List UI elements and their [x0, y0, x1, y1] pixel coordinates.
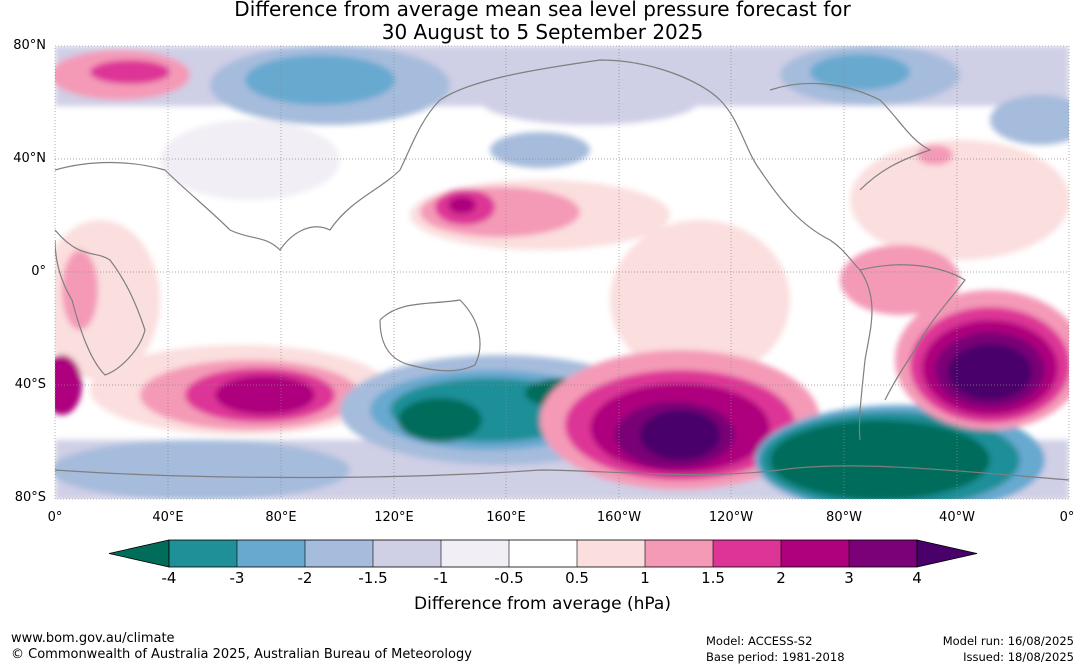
- colorbar-swatch: [849, 540, 917, 567]
- colorbar-tick-label: -2: [297, 569, 313, 587]
- lon-label-40e: 40°E: [152, 510, 184, 525]
- coastlines: [55, 59, 1069, 481]
- lon-label-0-east: 0°: [1059, 510, 1075, 525]
- colorbar-swatch: [237, 540, 305, 567]
- colorbar-tick-label: 1: [640, 569, 650, 587]
- map-title-line2: 30 August to 5 September 2025: [381, 20, 704, 44]
- colorbar-swatch: [509, 540, 577, 567]
- lat-label-40s: 40°S: [14, 377, 46, 392]
- graticule: [55, 46, 1069, 499]
- colorbar-swatch: [577, 540, 645, 567]
- colorbar-swatch: [645, 540, 713, 567]
- colorbar-tick-label: 0.5: [565, 569, 589, 587]
- colorbar-low-arrow: [108, 539, 170, 568]
- lon-label-80e: 80°E: [265, 510, 297, 525]
- footer-model: Model: ACCESS-S2: [706, 634, 813, 648]
- colorbar-tick-label: -0.5: [494, 569, 524, 587]
- colorbar-tick-label: 4: [912, 569, 922, 587]
- colorbar-swatch: [305, 540, 373, 567]
- colorbar-high-arrow: [916, 539, 978, 568]
- footer-issued: Issued: 18/08/2025: [963, 650, 1074, 664]
- lon-label-0: 0°: [47, 510, 63, 525]
- lat-label-80s: 80°S: [14, 490, 46, 505]
- colorbar-tick-label: 3: [844, 569, 854, 587]
- colorbar-tick-label: 1.5: [701, 569, 725, 587]
- lat-label-80n: 80°N: [13, 38, 46, 53]
- anomaly-field: [55, 46, 1069, 499]
- colorbar-tick-label: -1.5: [358, 569, 388, 587]
- map-title-line1: Difference from average mean sea level p…: [234, 0, 851, 21]
- colorbar-tick-label: -3: [229, 569, 245, 587]
- colorbar-swatch: [373, 540, 441, 567]
- colorbar-swatch: [441, 540, 509, 567]
- colorbar-swatch: [169, 540, 237, 567]
- colorbar-title: Difference from average (hPa): [414, 594, 671, 614]
- lon-label-120e: 120°E: [374, 510, 414, 525]
- colorbar-tick-label: -4: [161, 569, 177, 587]
- lon-label-120w: 120°W: [708, 510, 754, 525]
- colorbar-tick-label: -1: [433, 569, 449, 587]
- colorbar-swatch: [781, 540, 849, 567]
- footer-base-period: Base period: 1981-2018: [706, 650, 845, 664]
- footer-website-link[interactable]: www.bom.gov.au/climate: [11, 631, 175, 646]
- colorbar-swatch: [713, 540, 781, 567]
- colorbar: [108, 539, 978, 568]
- colorbar-tick-label: 2: [776, 569, 786, 587]
- footer-model-run: Model run: 16/08/2025: [942, 634, 1074, 648]
- lon-label-80w: 80°W: [826, 510, 862, 525]
- lat-label-0: 0°: [31, 264, 46, 279]
- map-frame: [54, 45, 1070, 500]
- lon-label-160w: 160°W: [596, 510, 642, 525]
- footer-copyright: © Commonwealth of Australia 2025, Austra…: [11, 647, 472, 662]
- lat-label-40n: 40°N: [13, 151, 46, 166]
- lon-label-40w: 40°W: [939, 510, 975, 525]
- lon-label-160e: 160°E: [486, 510, 526, 525]
